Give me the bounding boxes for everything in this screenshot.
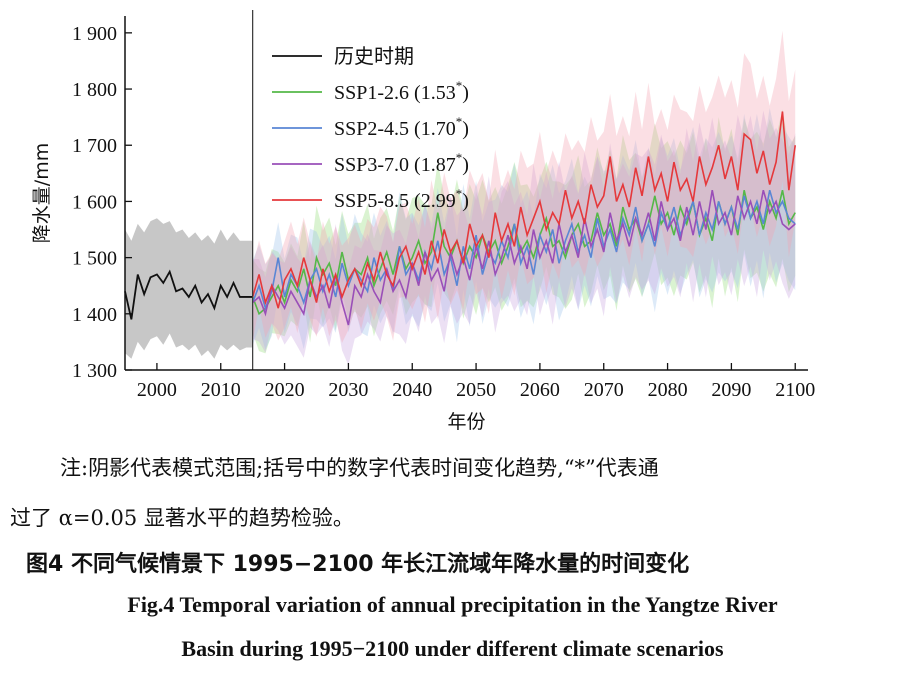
x-tick-label: 2050 — [456, 379, 496, 401]
y-tick-label: 1 500 — [72, 248, 117, 270]
legend-label: SSP3-7.0 (1.87*) — [334, 150, 469, 176]
y-tick-label: 1 900 — [72, 23, 117, 45]
x-tick-label: 2040 — [392, 379, 432, 401]
x-tick-label: 2070 — [584, 379, 624, 401]
x-tick-label: 2100 — [775, 379, 815, 401]
x-tick-label: 2060 — [520, 379, 560, 401]
x-axis-title: 年份 — [447, 411, 485, 433]
band-ssp1-2.6 — [252, 109, 796, 354]
figure-title-en-line-2: Basin during 1995−2100 under different c… — [181, 636, 724, 661]
historical-range-band — [125, 218, 253, 359]
y-tick-label: 1 300 — [72, 360, 117, 382]
x-tick-label: 2090 — [711, 379, 751, 401]
chart-legend: 历史时期 SSP1-2.6 (1.53*) SSP2-4.5 (1.70*) SSP3… — [272, 45, 469, 212]
band-ssp3-7.0 — [252, 110, 796, 366]
y-axis-title: 降水量/mm — [31, 143, 53, 243]
figure-title-zh: 图4 不同气候情景下 1995−2100 年长江流域年降水量的时间变化 — [26, 552, 690, 577]
legend-label: 历史时期 — [334, 45, 414, 68]
x-tick-label: 2010 — [201, 379, 241, 401]
line-historical — [124, 269, 253, 320]
precipitation-line-chart: 1 300 1 400 1 500 1 600 1 700 1 800 1 900 2000 2… — [31, 10, 815, 433]
y-tick-label: 1 400 — [72, 304, 117, 326]
x-tick-label: 2020 — [265, 379, 305, 401]
model-range-bands — [125, 30, 796, 366]
chart-axes: 1 300 1 400 1 500 1 600 1 700 1 800 1 900 2000 2… — [31, 10, 815, 433]
line-ssp5-8.5 — [251, 111, 797, 309]
series-lines — [124, 111, 797, 326]
x-tick-label: 2000 — [137, 379, 177, 401]
chart-container: 1 300 1 400 1 500 1 600 1 700 1 800 1 900 2000 2… — [31, 10, 815, 433]
line-ssp1-2.6 — [251, 190, 796, 316]
band-ssp5-8.5 — [252, 30, 796, 344]
line-ssp3-7.0 — [252, 189, 796, 326]
y-tick-label: 1 800 — [72, 79, 117, 101]
y-tick-label: 1 700 — [72, 135, 117, 157]
x-tick-label: 2030 — [328, 379, 368, 401]
y-tick-label: 1 600 — [72, 191, 117, 213]
legend-label: SSP5-8.5 (2.99*) — [334, 186, 469, 212]
legend-label: SSP1-2.6 (1.53*) — [334, 78, 469, 104]
note-line-2: 过了 α=0.05 显著水平的趋势检验。 — [10, 506, 354, 530]
figure-title-en-line-1: Fig.4 Temporal variation of annual preci… — [127, 592, 778, 617]
band-ssp2-4.5 — [252, 107, 796, 350]
x-tick-label: 2080 — [648, 379, 688, 401]
note-line-1: 注:阴影代表模式范围;括号中的数字代表时间变化趋势,“*”代表通 — [60, 456, 659, 480]
legend-label: SSP2-4.5 (1.70*) — [334, 114, 469, 140]
